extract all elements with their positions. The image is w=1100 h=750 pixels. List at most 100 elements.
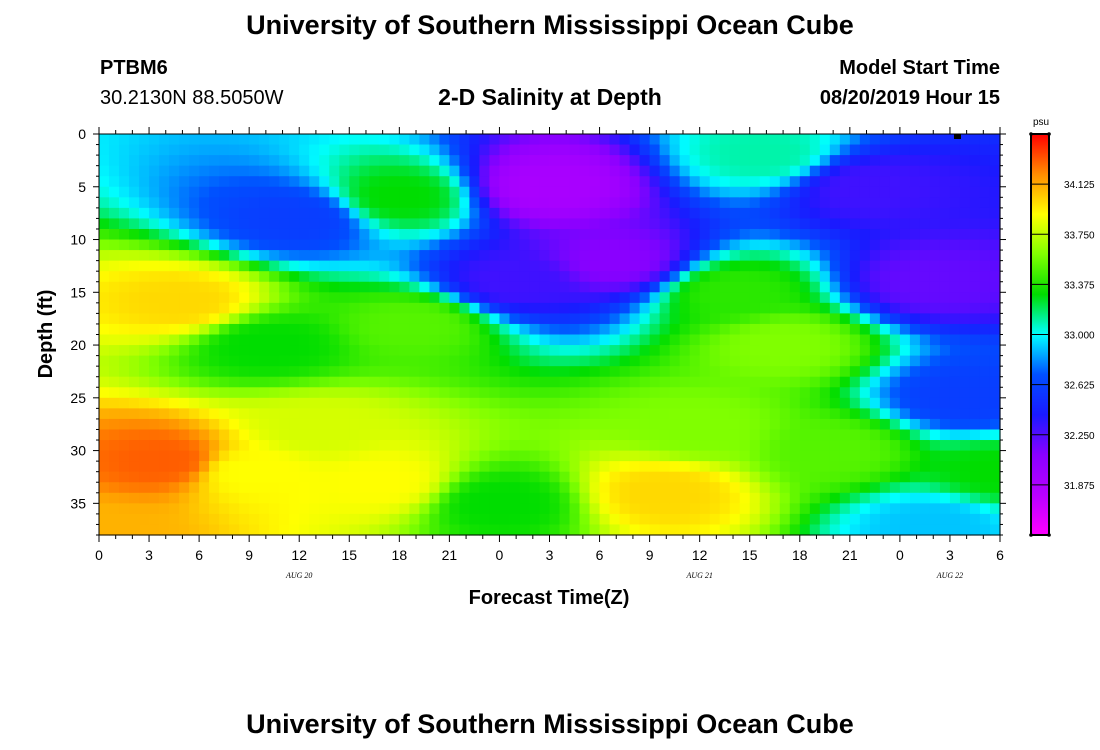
heatmap-cell <box>459 260 471 272</box>
heatmap-cell <box>459 513 471 526</box>
heatmap-cell <box>839 271 851 283</box>
heatmap-cell <box>599 345 611 357</box>
heatmap-cell <box>939 376 951 388</box>
heatmap-cell <box>579 134 591 146</box>
heatmap-cell <box>229 239 240 251</box>
heatmap-cell <box>469 134 481 146</box>
heatmap-cell <box>569 176 581 188</box>
heatmap-cell <box>459 408 471 420</box>
heatmap-cell <box>259 376 270 388</box>
heatmap-cell <box>969 155 981 167</box>
heatmap-cell <box>729 165 741 177</box>
heatmap-cell <box>459 176 471 188</box>
heatmap-cell <box>409 260 420 272</box>
heatmap-cell <box>879 281 891 293</box>
heatmap-cell <box>839 513 851 526</box>
heatmap-cell <box>959 355 971 367</box>
heatmap-cell <box>339 482 350 494</box>
heatmap-cell <box>219 482 230 494</box>
plot-title: 2-D Salinity at Depth <box>438 84 662 110</box>
heatmap-cell <box>659 165 671 177</box>
heatmap-cell <box>169 461 180 473</box>
heatmap-cell <box>519 155 531 167</box>
heatmap-cell <box>289 397 300 409</box>
heatmap-cell <box>739 250 751 262</box>
heatmap-cell <box>359 461 370 473</box>
heatmap-cell <box>699 397 711 409</box>
heatmap-cell <box>329 355 340 367</box>
heatmap-cell <box>869 302 881 314</box>
heatmap-cell <box>679 218 691 230</box>
heatmap-cell <box>109 144 120 156</box>
heatmap-cell <box>889 376 901 388</box>
heatmap-cell <box>509 260 521 272</box>
heatmap-cell <box>539 397 551 409</box>
heatmap-cell <box>869 440 881 452</box>
heatmap-cell <box>839 165 851 177</box>
heatmap-cell <box>899 313 911 325</box>
heatmap-cell <box>129 471 140 483</box>
heatmap-cell <box>449 271 460 283</box>
heatmap-cell <box>729 397 741 409</box>
heatmap-cell <box>989 271 1001 283</box>
heatmap-cell <box>779 207 791 220</box>
heatmap-cell <box>919 397 931 409</box>
heatmap-cell <box>149 387 160 399</box>
heatmap-cell <box>319 239 330 251</box>
heatmap-cell <box>129 155 140 167</box>
heatmap-cell <box>659 376 671 388</box>
heatmap-cell <box>259 471 270 483</box>
heatmap-cell <box>679 281 691 293</box>
heatmap-cell <box>789 376 801 388</box>
heatmap-cell <box>549 144 561 156</box>
heatmap-cell <box>939 134 951 146</box>
heatmap-cell <box>109 323 120 336</box>
heatmap-cell <box>109 197 120 209</box>
heatmap-cell <box>469 186 481 198</box>
heatmap-cell <box>99 323 110 336</box>
heatmap-cell <box>99 134 110 146</box>
heatmap-cell <box>579 461 591 473</box>
heatmap-cell <box>389 155 400 167</box>
heatmap-cell <box>679 134 691 146</box>
heatmap-cell <box>249 503 260 515</box>
heatmap-cell <box>879 155 891 167</box>
heatmap-cell <box>609 134 621 146</box>
heatmap-cell <box>769 165 781 177</box>
heatmap-cell <box>609 239 621 251</box>
heatmap-cell <box>249 461 260 473</box>
heatmap-cell <box>359 144 370 156</box>
heatmap-cell <box>619 429 631 441</box>
heatmap-cell <box>809 471 821 483</box>
heatmap-cell <box>949 197 961 209</box>
heatmap-cell <box>539 218 551 230</box>
heatmap-cell <box>829 524 841 536</box>
heatmap-cell <box>289 471 300 483</box>
heatmap-cell <box>679 408 691 420</box>
heatmap-cell <box>519 144 531 156</box>
heatmap-cell <box>969 281 981 293</box>
heatmap-cell <box>189 334 200 346</box>
heatmap-cell <box>369 513 380 526</box>
heatmap-cell <box>439 387 450 399</box>
heatmap-cell <box>709 228 721 241</box>
heatmap-cell <box>499 366 511 378</box>
heatmap-cell <box>859 387 871 399</box>
heatmap-cell <box>429 450 440 462</box>
heatmap-cell <box>789 429 801 441</box>
heatmap-cell <box>979 228 991 241</box>
heatmap-cell <box>259 492 270 504</box>
heatmap-cell <box>829 250 841 262</box>
heatmap-cell <box>879 503 891 515</box>
heatmap-cell <box>959 134 971 146</box>
heatmap-cell <box>269 334 280 346</box>
heatmap-cell <box>579 197 591 209</box>
heatmap-cell <box>409 418 420 431</box>
heatmap-cell <box>969 144 981 156</box>
heatmap-cell <box>379 418 390 431</box>
heatmap-cell <box>299 134 310 146</box>
heatmap-cell <box>289 503 300 515</box>
heatmap-cell <box>569 228 581 241</box>
heatmap-cell <box>229 207 240 220</box>
heatmap-cell <box>329 281 340 293</box>
